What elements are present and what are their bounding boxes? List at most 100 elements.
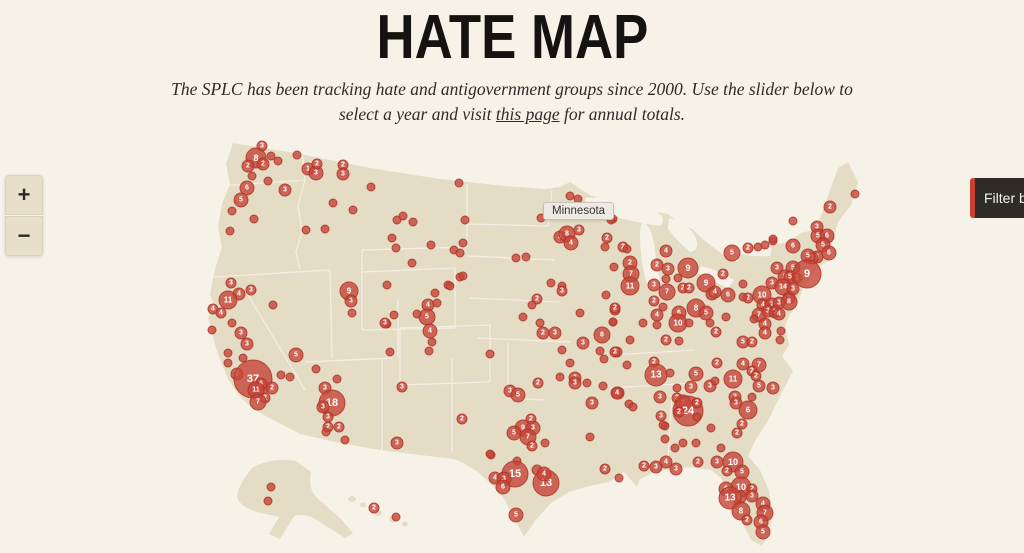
map-marker[interactable] (565, 191, 575, 201)
map-marker[interactable] (424, 346, 434, 356)
map-marker[interactable]: 4 (708, 285, 722, 299)
map-marker[interactable] (227, 318, 237, 328)
map-marker[interactable]: 3 (653, 390, 667, 404)
map-marker[interactable] (850, 189, 860, 199)
map-marker[interactable] (527, 300, 537, 310)
zoom-out-button[interactable]: − (5, 216, 43, 256)
map-marker[interactable] (674, 336, 684, 346)
map-marker[interactable]: 4 (610, 386, 624, 400)
map-marker[interactable]: 3 (766, 381, 780, 395)
map-marker[interactable] (385, 347, 395, 357)
map-marker[interactable] (426, 240, 436, 250)
map-marker[interactable]: 6 (239, 180, 255, 196)
map-marker[interactable]: 2 (683, 282, 695, 294)
map-marker[interactable] (511, 253, 521, 263)
map-marker[interactable] (776, 326, 786, 336)
map-marker[interactable]: 8 (593, 326, 611, 344)
map-marker[interactable]: 9 (792, 259, 822, 289)
map-marker[interactable] (408, 217, 418, 227)
map-marker[interactable]: 2 (742, 242, 754, 254)
zoom-in-button[interactable]: + (5, 175, 43, 215)
map-marker[interactable] (268, 300, 278, 310)
map-marker[interactable] (747, 392, 757, 402)
map-marker[interactable] (775, 335, 785, 345)
map-marker[interactable] (738, 279, 748, 289)
map-marker[interactable] (458, 271, 468, 281)
map-marker[interactable]: 5 (418, 308, 436, 326)
map-marker[interactable]: 2 (710, 326, 722, 338)
map-marker[interactable]: 2 (746, 336, 758, 348)
map-marker[interactable] (285, 372, 295, 382)
map-marker[interactable] (432, 298, 442, 308)
map-marker[interactable]: 2 (599, 463, 611, 475)
map-marker[interactable] (658, 302, 668, 312)
map-marker[interactable] (225, 226, 235, 236)
map-marker[interactable] (555, 372, 565, 382)
map-marker[interactable] (684, 318, 694, 328)
map-marker[interactable] (276, 370, 286, 380)
map-marker[interactable] (716, 443, 726, 453)
map-marker[interactable]: 3 (655, 410, 667, 422)
map-marker[interactable]: 2 (673, 406, 685, 418)
map-marker[interactable] (382, 280, 392, 290)
map-marker[interactable]: 4 (563, 235, 579, 251)
map-marker[interactable]: 11 (723, 369, 743, 389)
map-marker[interactable]: 4 (215, 307, 227, 319)
map-marker[interactable] (557, 345, 567, 355)
map-marker[interactable]: 4 (736, 357, 750, 371)
map-marker[interactable] (678, 438, 688, 448)
map-marker[interactable] (485, 349, 495, 359)
map-marker[interactable]: 2 (731, 427, 743, 439)
map-marker[interactable]: 5 (508, 507, 524, 523)
filter-by-button[interactable]: Filter by (970, 178, 1024, 218)
map-marker[interactable]: 10 (668, 313, 688, 333)
map-marker[interactable] (238, 353, 248, 363)
map-marker[interactable] (263, 176, 273, 186)
map-marker[interactable] (518, 312, 528, 322)
map-marker[interactable] (387, 233, 397, 243)
map-marker[interactable] (348, 205, 358, 215)
map-marker[interactable]: 2 (256, 157, 270, 171)
map-marker[interactable]: 3 (573, 224, 585, 236)
map-marker[interactable]: 3 (316, 400, 330, 414)
map-marker[interactable] (320, 224, 330, 234)
map-marker[interactable] (625, 335, 635, 345)
map-marker[interactable]: 2 (717, 268, 729, 280)
map-marker[interactable]: 13 (644, 363, 668, 387)
map-marker[interactable]: 7 (658, 283, 676, 301)
map-marker[interactable]: 2 (456, 413, 468, 425)
map-marker[interactable] (600, 242, 610, 252)
map-marker[interactable]: 3 (568, 376, 582, 390)
map-marker[interactable] (412, 309, 422, 319)
map-marker[interactable]: 3 (661, 262, 675, 276)
map-marker[interactable]: 5 (688, 366, 704, 382)
map-marker[interactable]: 3 (240, 337, 254, 351)
map-marker[interactable] (207, 325, 217, 335)
map-marker[interactable] (328, 198, 338, 208)
map-marker[interactable]: 3 (684, 380, 698, 394)
map-marker[interactable]: 2 (333, 421, 345, 433)
map-marker[interactable] (660, 434, 670, 444)
map-marker[interactable]: 6 (495, 479, 511, 495)
map-marker[interactable] (670, 443, 680, 453)
map-marker[interactable]: 2 (750, 370, 762, 382)
map-marker[interactable]: 3 (669, 462, 683, 476)
map-marker[interactable]: 5 (752, 379, 766, 393)
map-marker[interactable] (595, 346, 605, 356)
map-marker[interactable] (540, 438, 550, 448)
map-marker[interactable]: 10 (752, 285, 772, 305)
map-marker[interactable]: 5 (288, 347, 304, 363)
map-marker[interactable]: 3 (556, 285, 568, 297)
map-marker[interactable] (321, 427, 331, 437)
map-marker[interactable]: 2 (650, 258, 664, 272)
map-marker[interactable]: 2 (648, 295, 660, 307)
map-marker[interactable] (227, 206, 237, 216)
map-marker[interactable]: 3 (379, 317, 391, 329)
map-marker[interactable] (458, 238, 468, 248)
map-marker[interactable] (223, 358, 233, 368)
map-marker[interactable] (391, 512, 401, 522)
map-marker[interactable] (665, 368, 675, 378)
map-marker[interactable]: 3 (344, 294, 358, 308)
map-marker[interactable] (389, 310, 399, 320)
map-marker[interactable]: 3 (647, 278, 661, 292)
